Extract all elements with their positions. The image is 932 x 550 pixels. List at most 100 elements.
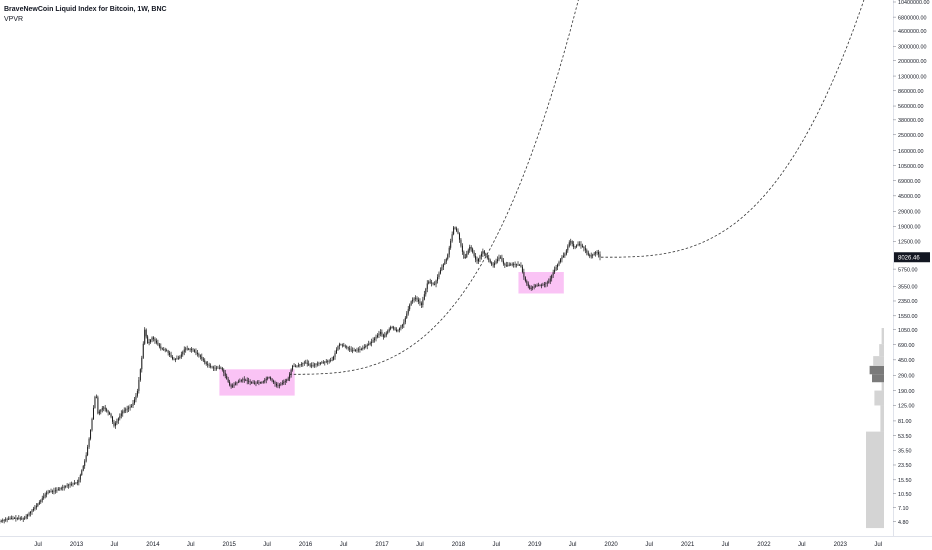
candle-body	[456, 228, 458, 231]
candle-body	[166, 350, 168, 351]
candle	[513, 262, 515, 268]
candle-body	[477, 258, 479, 262]
candle-body	[583, 246, 585, 249]
candle-body	[437, 277, 439, 281]
candle-body	[564, 254, 566, 256]
candle-body	[413, 298, 415, 300]
candle	[577, 241, 579, 247]
candle-body	[337, 346, 339, 350]
candle	[590, 252, 592, 259]
candle-body	[581, 245, 583, 247]
candle	[179, 355, 181, 360]
candle-body	[292, 365, 294, 370]
candle-body	[300, 364, 302, 365]
candle-body	[473, 252, 475, 256]
candle	[243, 376, 245, 383]
y-tick-label: 860000.00	[898, 89, 923, 95]
candle-body	[312, 365, 314, 366]
candle	[394, 326, 396, 331]
candle-body	[319, 362, 321, 364]
candle	[94, 395, 96, 409]
candle-body	[243, 379, 245, 381]
candle	[106, 407, 108, 413]
candle	[432, 282, 434, 286]
candle	[201, 353, 203, 361]
candle	[385, 331, 387, 338]
candle-body	[387, 331, 389, 334]
vpvr-bar-1	[880, 405, 884, 432]
candle-body	[450, 240, 452, 248]
candle	[426, 280, 428, 293]
candle-body	[277, 385, 279, 387]
candle-body	[13, 518, 15, 519]
candle	[180, 351, 182, 359]
candle	[211, 365, 213, 369]
candle-body	[220, 367, 222, 369]
candle	[128, 405, 130, 412]
candle-body	[218, 367, 220, 369]
time-axis[interactable]: Jul 2013 Jul 2014 Jul 2015 Jul 2016 Jul 2017 Jul 20…	[34, 542, 882, 548]
candle-body	[321, 362, 323, 364]
candle	[275, 381, 277, 388]
y-tick-label: 4600000.00	[898, 29, 926, 35]
vpvr-bar-3	[881, 382, 884, 391]
candle	[382, 333, 384, 340]
candle	[311, 362, 313, 369]
y-tick-label: 160000.00	[898, 149, 923, 155]
candle	[502, 258, 504, 266]
candle	[511, 262, 513, 267]
candle-body	[469, 246, 471, 251]
candle	[554, 266, 556, 274]
candle-body	[494, 263, 496, 266]
candle	[391, 325, 393, 329]
candle-body	[524, 277, 526, 281]
candle	[497, 256, 499, 264]
candle	[251, 381, 253, 385]
candle	[90, 429, 92, 441]
candle	[62, 484, 64, 491]
x-tick-label: Jul	[798, 542, 806, 548]
candle	[22, 517, 24, 522]
candle-body	[188, 348, 190, 350]
candle	[360, 347, 362, 351]
indicator-label[interactable]: VPVR	[4, 16, 24, 23]
candle	[366, 343, 368, 350]
candle	[246, 377, 248, 385]
candle	[562, 252, 564, 258]
candle-body	[236, 382, 238, 384]
candle	[407, 306, 409, 316]
candle	[428, 280, 430, 285]
candle	[526, 279, 528, 286]
candle-body	[72, 483, 74, 485]
candle	[579, 241, 581, 247]
candle-body	[577, 243, 579, 246]
candle-body	[59, 488, 61, 490]
candle	[308, 360, 310, 366]
candle-body	[56, 489, 58, 491]
candle	[224, 370, 226, 379]
candle	[363, 344, 365, 350]
candle-body	[81, 470, 83, 476]
candle	[163, 346, 165, 351]
candle-body	[230, 384, 232, 387]
candle	[431, 279, 433, 287]
candle-body	[538, 285, 540, 286]
candle-body	[352, 350, 354, 352]
candle-body	[91, 418, 93, 431]
candle-body	[475, 255, 477, 260]
candle	[101, 406, 103, 413]
candle	[350, 346, 352, 353]
candle	[34, 505, 36, 511]
price-axis[interactable]: 10400000.00 6800000.00 4600000.00 3000000.0…	[893, 0, 930, 526]
candle-body	[545, 283, 547, 285]
candle-body	[598, 252, 600, 255]
candle	[268, 376, 270, 379]
candle-body	[53, 490, 55, 492]
candle-body	[254, 382, 256, 384]
candle-body	[527, 283, 529, 287]
candle-body	[448, 247, 450, 255]
candle-body	[161, 348, 163, 350]
candle	[242, 377, 244, 383]
candle-body	[31, 510, 33, 512]
